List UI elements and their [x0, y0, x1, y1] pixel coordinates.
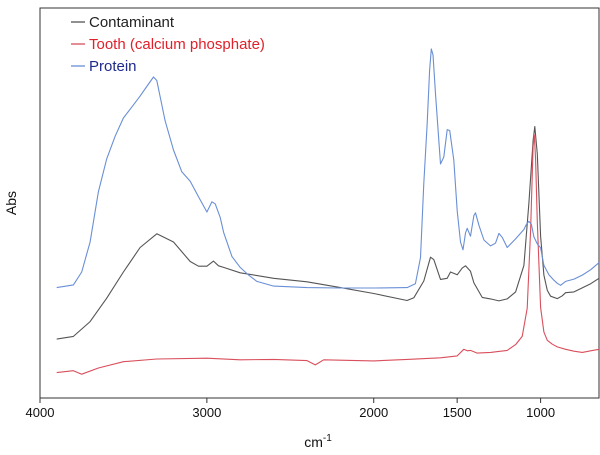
series-line-0	[56, 126, 600, 340]
x-tick-label-1000: 1000	[526, 405, 555, 420]
x-tick-label-2000: 2000	[359, 405, 388, 420]
x-tick-label-4000: 4000	[26, 405, 55, 420]
y-axis-title: Abs	[3, 191, 19, 215]
plot-frame	[39, 7, 600, 399]
series-layer	[56, 48, 600, 375]
x-axis: 4000 3000 2000 1500 1000	[26, 398, 555, 420]
x-axis-title: cm-1	[304, 433, 332, 450]
x-axis-title-unit: cm	[304, 434, 323, 450]
legend-label-0: Contaminant	[89, 14, 175, 31]
legend-label-2: Protein	[89, 58, 137, 75]
series-line-1	[56, 134, 600, 375]
x-tick-label-3000: 3000	[192, 405, 221, 420]
x-axis-title-exponent: -1	[323, 433, 332, 444]
legend: Contaminant Tooth (calcium phosphate) Prot…	[71, 14, 265, 75]
plot-area	[39, 7, 600, 399]
legend-label-1: Tooth (calcium phosphate)	[89, 36, 265, 53]
x-tick-label-1500: 1500	[443, 405, 472, 420]
series-line-2	[56, 48, 600, 289]
